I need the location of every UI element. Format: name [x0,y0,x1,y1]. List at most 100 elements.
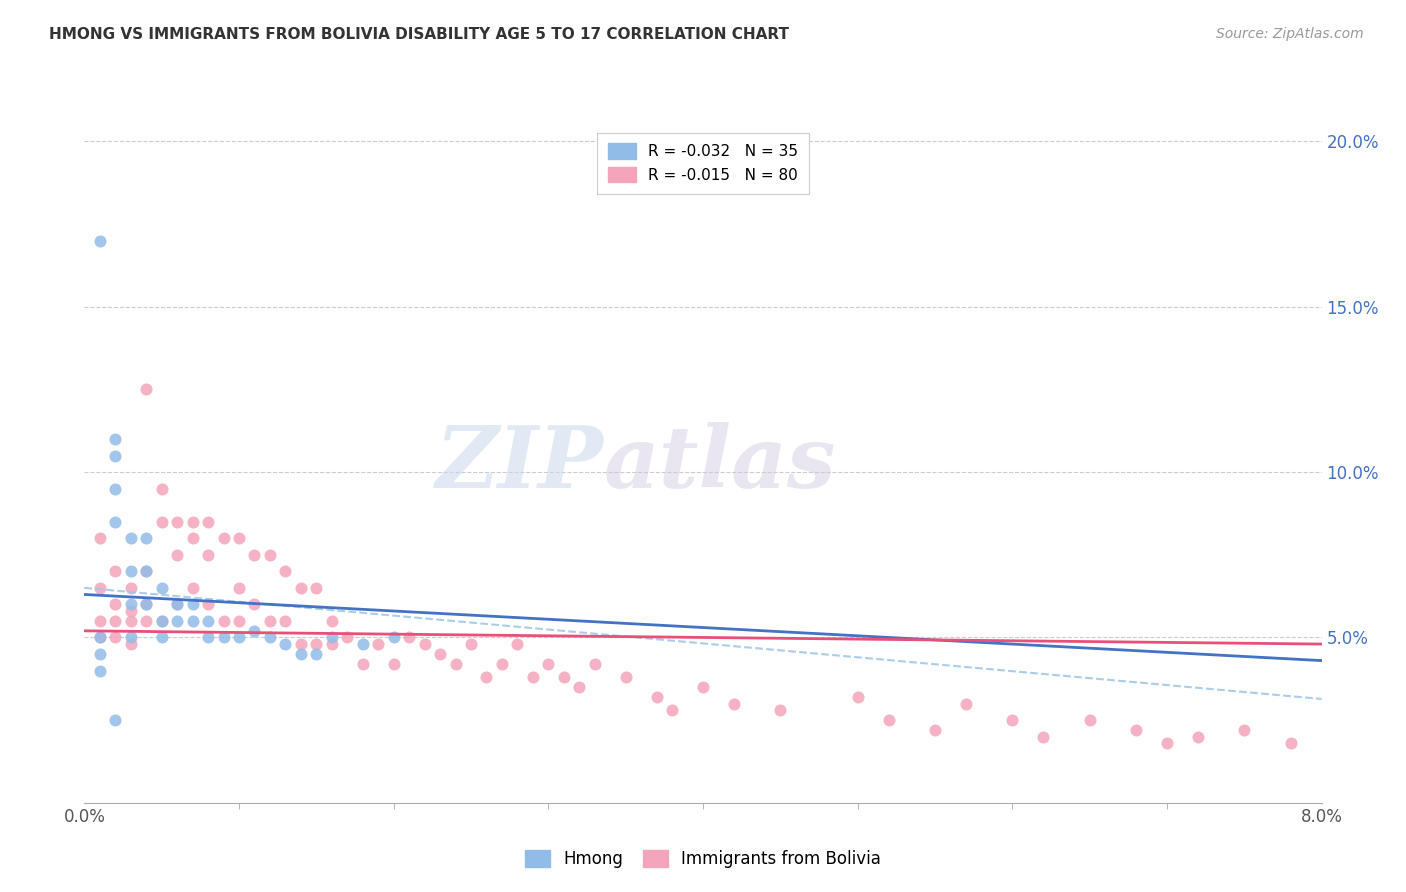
Point [135,564,157,578]
Point [197,614,219,628]
Point [181,531,204,545]
Point [104,432,127,446]
Point [197,631,219,645]
Point [89,234,111,248]
Point [259,614,281,628]
Point [181,581,204,595]
Point [135,614,157,628]
Point [429,647,451,661]
Point [135,598,157,612]
Point [166,598,188,612]
Point [181,598,204,612]
Point [460,637,482,651]
Point [692,680,714,694]
Point [846,690,869,704]
Point [274,564,297,578]
Point [290,637,312,651]
Point [228,531,250,545]
Point [89,664,111,678]
Point [955,697,977,711]
Point [212,531,235,545]
Point [150,581,173,595]
Point [197,548,219,562]
Point [583,657,606,671]
Point [769,703,792,717]
Point [150,614,173,628]
Point [197,515,219,529]
Point [212,614,235,628]
Point [274,614,297,628]
Point [321,631,343,645]
Point [1125,723,1147,737]
Point [89,631,111,645]
Point [290,647,312,661]
Point [274,637,297,651]
Point [1001,713,1024,727]
Point [413,637,436,651]
Point [135,383,157,397]
Point [135,598,157,612]
Point [166,548,188,562]
Point [321,614,343,628]
Point [228,631,250,645]
Point [89,531,111,545]
Point [120,564,142,578]
Point [104,482,127,496]
Point [352,657,374,671]
Legend: R = -0.032   N = 35, R = -0.015   N = 80: R = -0.032 N = 35, R = -0.015 N = 80 [598,133,808,194]
Point [382,657,405,671]
Point [181,515,204,529]
Point [120,581,142,595]
Point [367,637,389,651]
Point [382,631,405,645]
Point [120,614,142,628]
Point [475,670,498,684]
Point [228,614,250,628]
Point [104,515,127,529]
Point [104,449,127,463]
Point [120,637,142,651]
Text: ZIP: ZIP [436,422,605,506]
Point [243,624,266,638]
Point [89,631,111,645]
Point [1032,730,1054,744]
Point [120,604,142,618]
Point [166,614,188,628]
Point [150,614,173,628]
Point [645,690,668,704]
Point [135,564,157,578]
Point [212,631,235,645]
Point [166,515,188,529]
Point [89,647,111,661]
Point [614,670,637,684]
Point [150,482,173,496]
Point [181,614,204,628]
Point [305,637,328,651]
Point [1187,730,1209,744]
Point [120,631,142,645]
Point [104,614,127,628]
Legend: Hmong, Immigrants from Bolivia: Hmong, Immigrants from Bolivia [519,843,887,875]
Point [104,564,127,578]
Point [120,531,142,545]
Point [661,703,683,717]
Point [305,647,328,661]
Point [290,581,312,595]
Text: Source: ZipAtlas.com: Source: ZipAtlas.com [1216,27,1364,41]
Point [150,515,173,529]
Point [259,631,281,645]
Point [924,723,946,737]
Point [723,697,745,711]
Point [506,637,529,651]
Point [1078,713,1101,727]
Point [89,614,111,628]
Point [135,531,157,545]
Point [120,598,142,612]
Point [444,657,467,671]
Point [166,598,188,612]
Point [877,713,900,727]
Point [197,598,219,612]
Point [352,637,374,651]
Point [1233,723,1256,737]
Point [553,670,575,684]
